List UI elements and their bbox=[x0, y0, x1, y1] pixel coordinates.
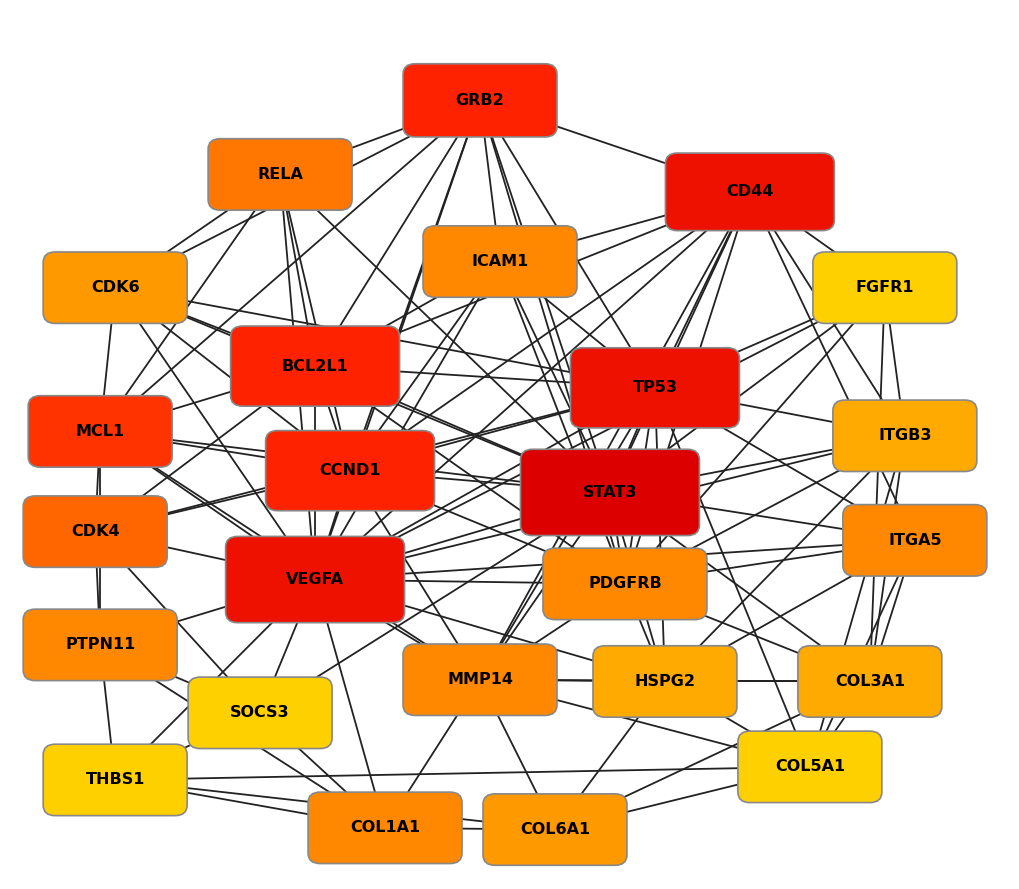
FancyBboxPatch shape bbox=[483, 794, 627, 865]
Text: STAT3: STAT3 bbox=[582, 485, 637, 500]
Text: FGFR1: FGFR1 bbox=[855, 280, 913, 295]
Text: COL1A1: COL1A1 bbox=[350, 821, 420, 836]
FancyBboxPatch shape bbox=[570, 348, 739, 428]
Text: THBS1: THBS1 bbox=[86, 773, 145, 788]
FancyBboxPatch shape bbox=[737, 731, 881, 803]
FancyBboxPatch shape bbox=[542, 549, 706, 620]
Text: MMP14: MMP14 bbox=[446, 672, 513, 687]
Text: ITGB3: ITGB3 bbox=[877, 428, 930, 444]
FancyBboxPatch shape bbox=[208, 139, 352, 210]
FancyBboxPatch shape bbox=[308, 792, 462, 863]
FancyBboxPatch shape bbox=[230, 326, 399, 406]
FancyBboxPatch shape bbox=[265, 430, 434, 510]
FancyBboxPatch shape bbox=[664, 153, 834, 230]
Text: HSPG2: HSPG2 bbox=[634, 674, 695, 689]
Text: COL6A1: COL6A1 bbox=[520, 822, 589, 837]
Text: PDGFRB: PDGFRB bbox=[588, 576, 661, 591]
Text: TP53: TP53 bbox=[632, 380, 677, 396]
Text: CDK6: CDK6 bbox=[91, 280, 140, 295]
Text: ICAM1: ICAM1 bbox=[471, 254, 528, 269]
Text: VEGFA: VEGFA bbox=[285, 572, 343, 587]
FancyBboxPatch shape bbox=[833, 400, 976, 471]
FancyBboxPatch shape bbox=[43, 252, 186, 324]
Text: PTPN11: PTPN11 bbox=[65, 637, 136, 653]
Text: GRB2: GRB2 bbox=[455, 92, 503, 108]
Text: CD44: CD44 bbox=[726, 184, 772, 199]
Text: COL3A1: COL3A1 bbox=[834, 674, 904, 689]
FancyBboxPatch shape bbox=[812, 252, 956, 324]
FancyBboxPatch shape bbox=[187, 677, 332, 749]
FancyBboxPatch shape bbox=[423, 226, 577, 297]
Text: BCL2L1: BCL2L1 bbox=[281, 358, 348, 373]
FancyBboxPatch shape bbox=[842, 505, 985, 576]
FancyBboxPatch shape bbox=[43, 744, 186, 815]
FancyBboxPatch shape bbox=[403, 64, 556, 137]
FancyBboxPatch shape bbox=[225, 536, 405, 622]
FancyBboxPatch shape bbox=[23, 609, 177, 681]
FancyBboxPatch shape bbox=[797, 645, 941, 717]
Text: SOCS3: SOCS3 bbox=[230, 705, 289, 720]
FancyBboxPatch shape bbox=[403, 644, 556, 716]
Text: CDK4: CDK4 bbox=[70, 525, 119, 539]
FancyBboxPatch shape bbox=[592, 645, 736, 717]
FancyBboxPatch shape bbox=[23, 496, 167, 567]
Text: RELA: RELA bbox=[257, 167, 303, 182]
FancyBboxPatch shape bbox=[29, 396, 172, 467]
Text: CCND1: CCND1 bbox=[319, 463, 380, 478]
Text: COL5A1: COL5A1 bbox=[774, 759, 844, 774]
FancyBboxPatch shape bbox=[520, 449, 699, 535]
Text: MCL1: MCL1 bbox=[75, 424, 124, 439]
Text: ITGA5: ITGA5 bbox=[888, 533, 941, 548]
